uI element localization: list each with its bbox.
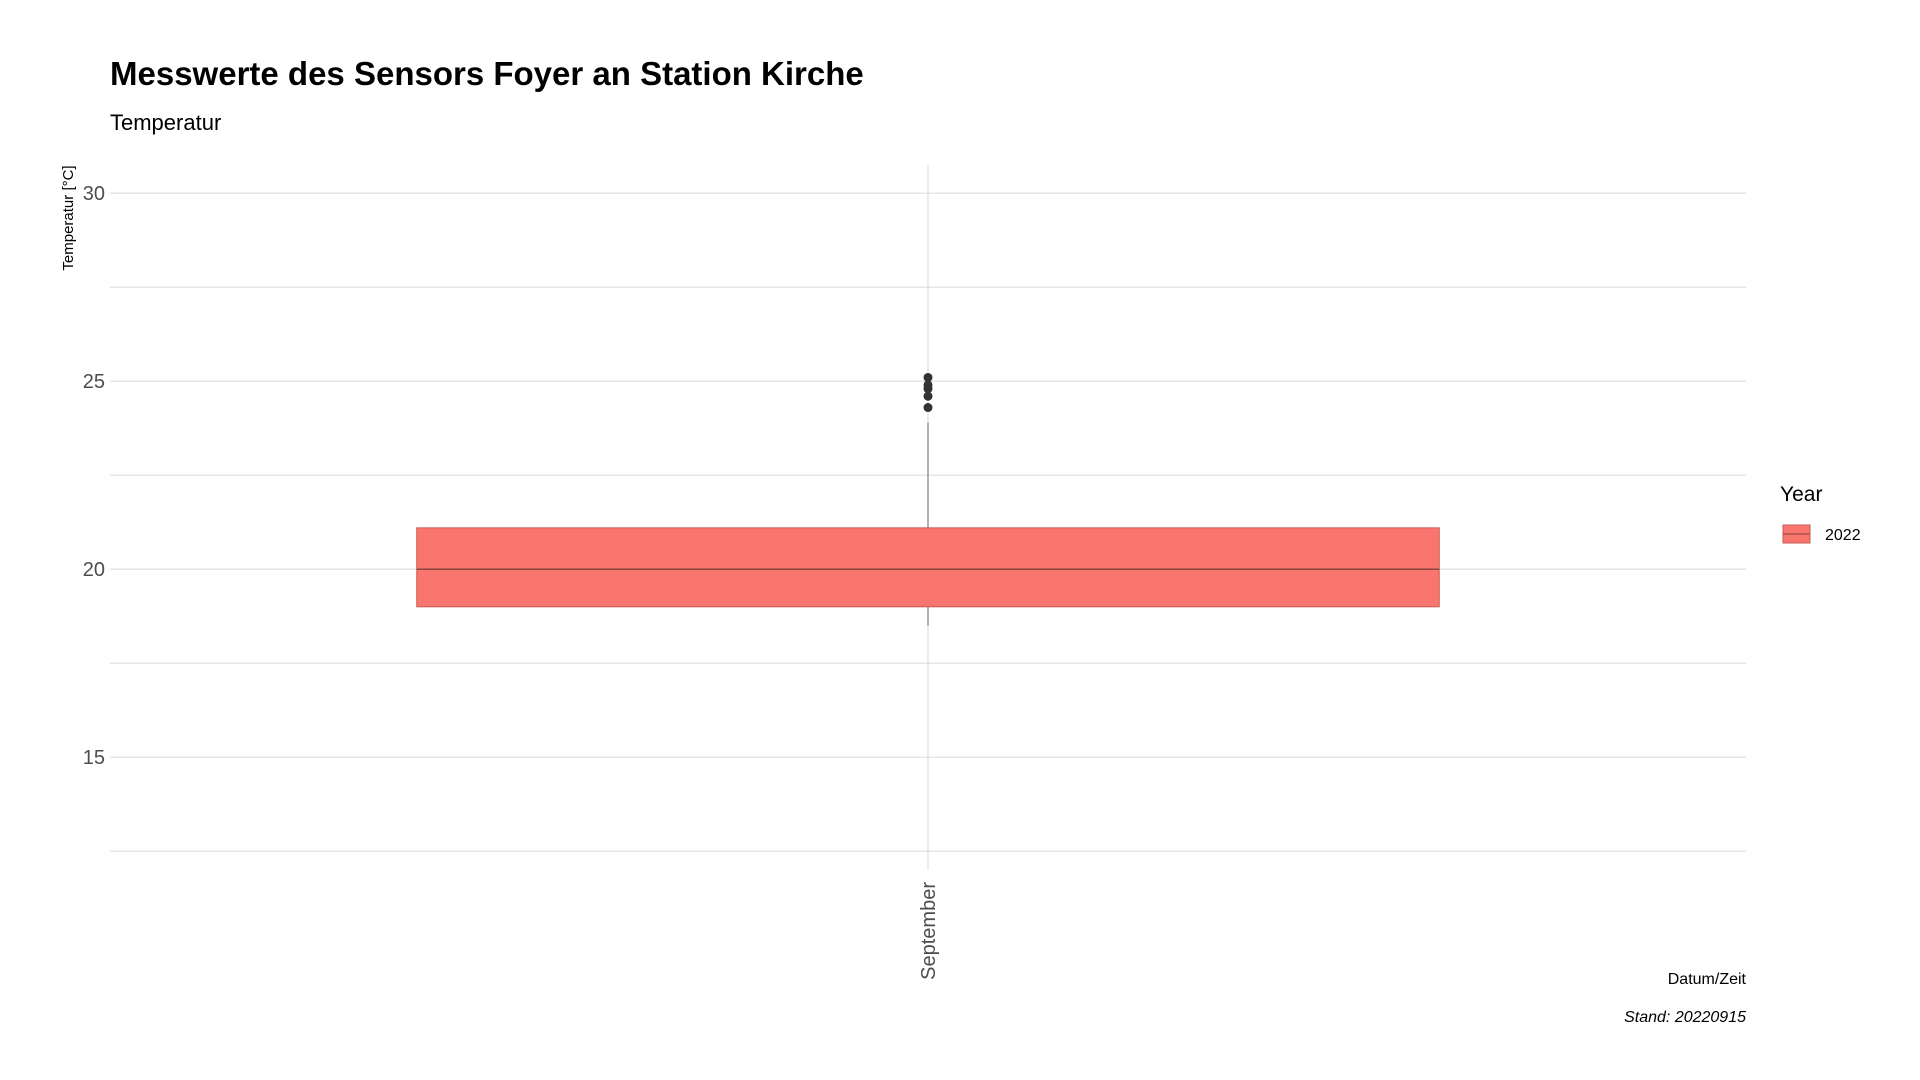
y-tick-label: 20 xyxy=(83,559,105,581)
x-tick-label: September xyxy=(918,882,940,980)
outlier-point xyxy=(923,380,933,390)
outlier-point xyxy=(923,391,933,401)
x-axis-label: Datum/Zeit xyxy=(1668,971,1747,988)
y-tick-label: 15 xyxy=(83,747,105,769)
y-tick-label: 30 xyxy=(83,183,105,205)
y-axis-ticks: 15 20 25 30 xyxy=(83,183,105,769)
box-iqr xyxy=(416,527,1440,608)
x-axis-ticks: September xyxy=(918,882,940,980)
legend: Year 2022 xyxy=(1780,483,1861,544)
boxplot-layer xyxy=(416,372,1440,626)
chart-subtitle: Temperatur xyxy=(110,110,221,135)
chart-title: Messwerte des Sensors Foyer an Station K… xyxy=(110,55,864,92)
legend-label: 2022 xyxy=(1825,527,1861,544)
y-tick-label: 25 xyxy=(83,371,105,393)
outlier-point xyxy=(923,403,933,413)
y-axis-label: Temperatur [°C] xyxy=(60,165,77,270)
chart-caption: Stand: 20220915 xyxy=(1624,1009,1746,1026)
legend-title: Year xyxy=(1780,483,1822,506)
outlier-point xyxy=(923,372,933,382)
